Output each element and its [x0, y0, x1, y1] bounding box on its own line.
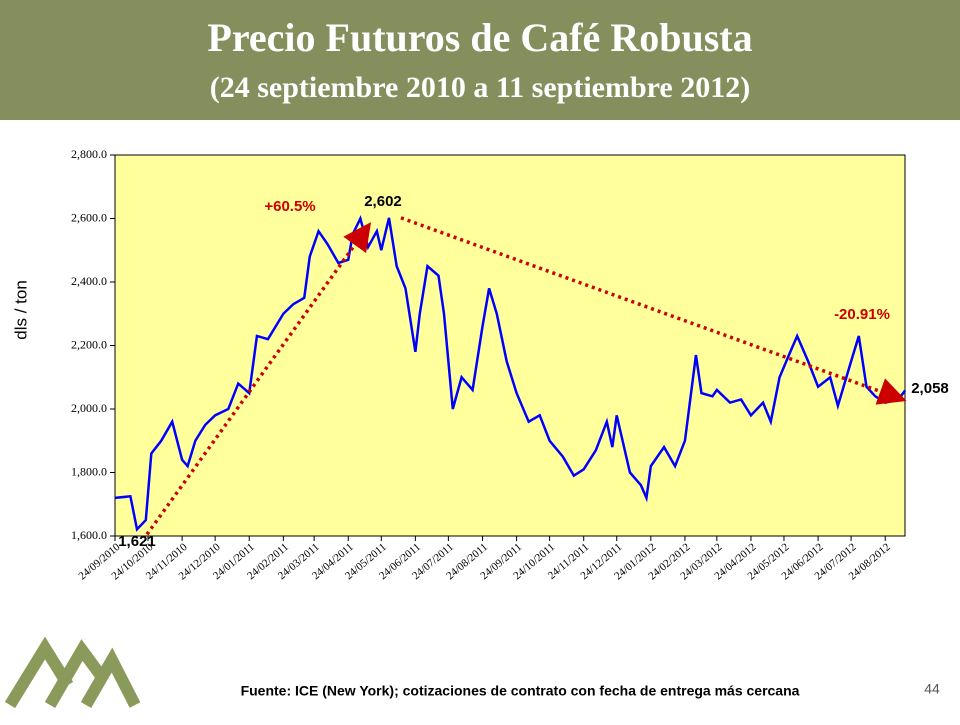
y-tick-label: 2,800.0 [71, 147, 107, 161]
y-tick-label: 2,600.0 [71, 210, 107, 224]
y-tick-label: 1,800.0 [71, 464, 107, 478]
y-tick-label: 2,200.0 [71, 337, 107, 351]
y-tick-label: 2,000.0 [71, 401, 107, 415]
annotation: 2,602 [364, 193, 402, 210]
y-axis-label: dls / ton [11, 280, 30, 340]
source: Fuente: ICE (New York); cotizaciones de … [241, 683, 800, 699]
annotation: +60.5% [264, 198, 315, 215]
annotation: -20.91% [834, 306, 890, 323]
page-number: 44 [924, 681, 940, 697]
y-tick-label: 1,600.0 [71, 528, 107, 542]
annotation: 2,058 [911, 380, 949, 397]
title: Precio Futuros de Café Robusta [207, 15, 752, 60]
line [114, 214, 907, 532]
trend-arrow [400, 216, 907, 405]
annotation: 1,621 [118, 533, 156, 550]
title-bar [0, 0, 960, 120]
y-tick-label: 2,400.0 [71, 274, 107, 288]
logo [4, 636, 141, 709]
subtitle: (24 septiembre 2010 a 11 septiembre 2012… [210, 71, 750, 104]
plot-area [114, 154, 906, 537]
